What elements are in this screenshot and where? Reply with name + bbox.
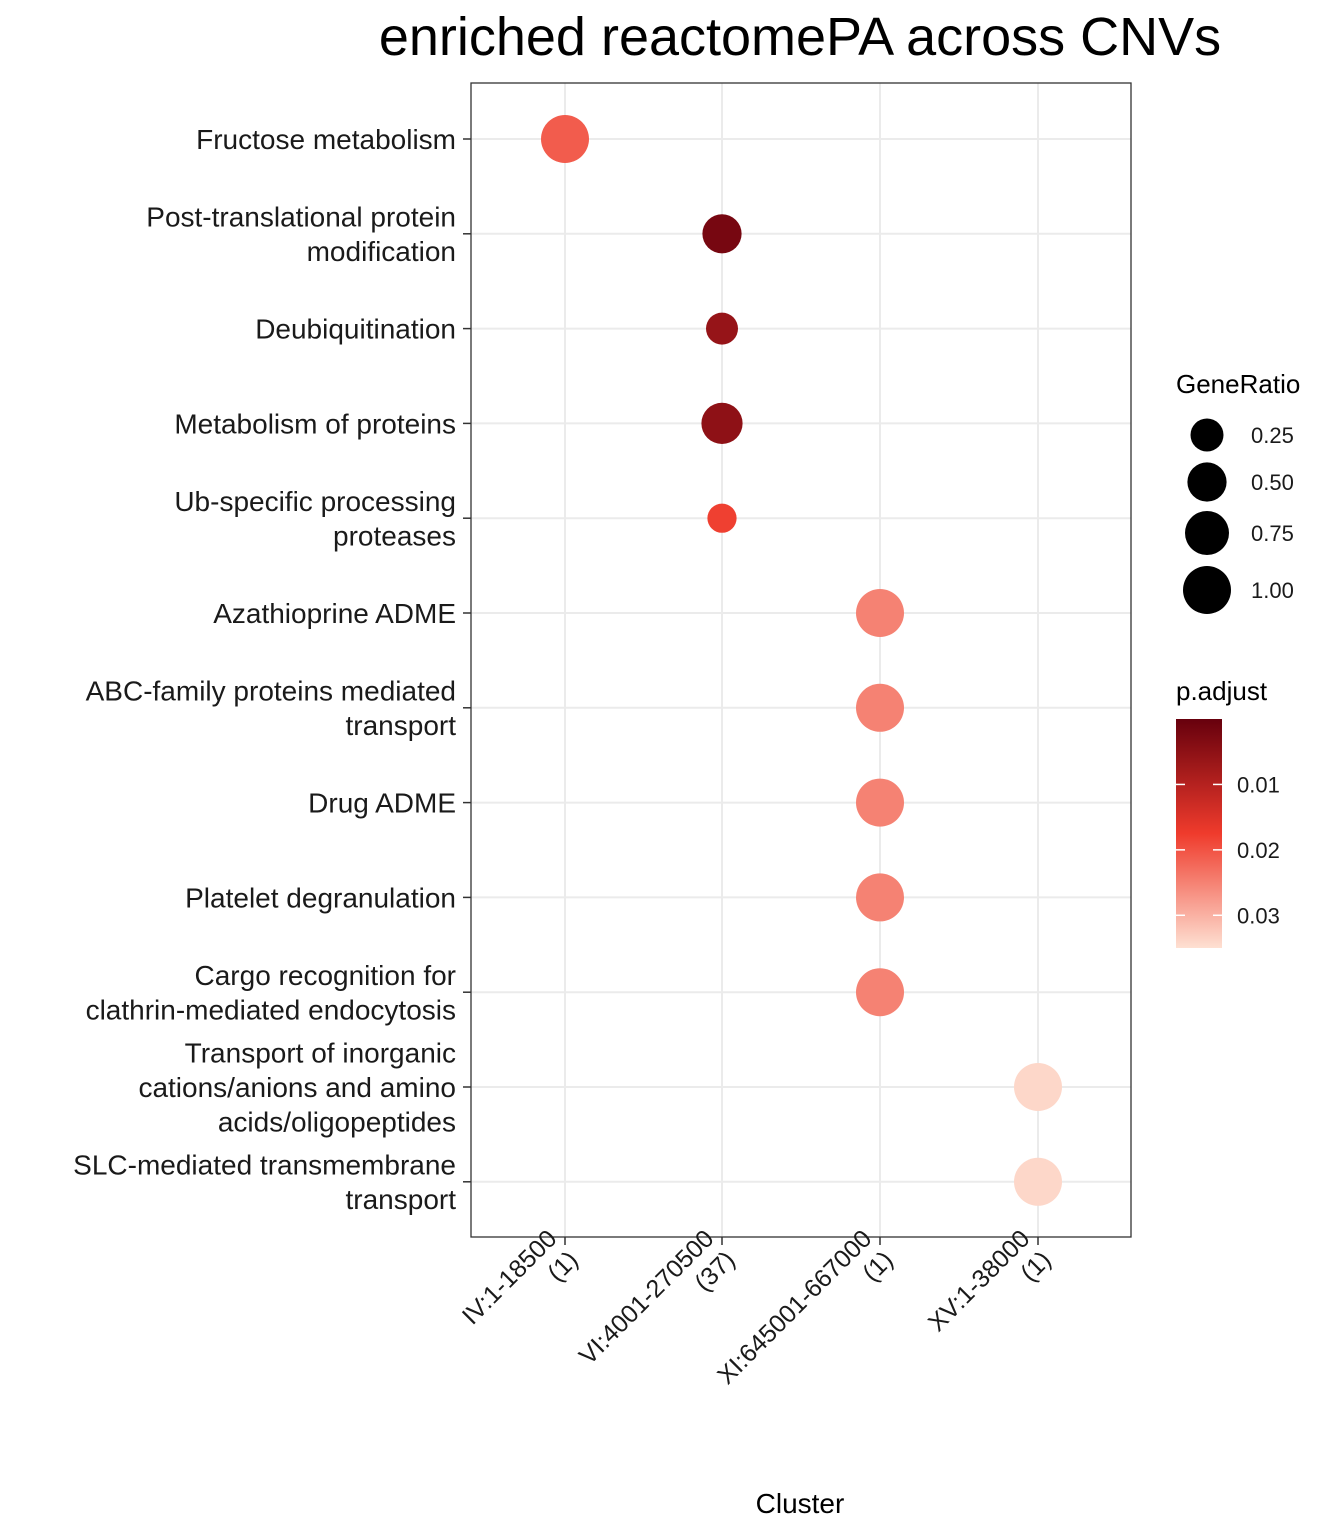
generatio-key-label: 0.50 bbox=[1251, 470, 1294, 495]
y-tick-label: Drug ADME bbox=[308, 788, 456, 819]
panel-border bbox=[470, 82, 1132, 1238]
y-axis: Fructose metabolism Post-translational pr… bbox=[73, 124, 471, 1215]
generatio-key-dot bbox=[1190, 418, 1224, 452]
generatio-key-label: 0.25 bbox=[1251, 423, 1294, 448]
y-tick-label: ABC-family proteins mediated bbox=[86, 676, 456, 707]
data-point bbox=[541, 115, 589, 163]
data-point bbox=[707, 503, 737, 533]
p-adjust-tick-label: 0.02 bbox=[1237, 838, 1280, 863]
y-tick-label: clathrin-mediated endocytosis bbox=[86, 994, 456, 1025]
data-point bbox=[1014, 1157, 1062, 1206]
x-axis-title: Cluster bbox=[756, 1488, 845, 1519]
data-point bbox=[856, 589, 904, 637]
data-point bbox=[701, 402, 743, 444]
y-tick-label: SLC-mediated transmembrane bbox=[73, 1150, 456, 1181]
x-tick-label: XI:645001-667000 bbox=[712, 1225, 877, 1390]
y-tick-label: transport bbox=[346, 1184, 457, 1215]
data-point bbox=[856, 873, 904, 922]
y-tick-label: modification bbox=[307, 236, 456, 267]
p-adjust-tick-label: 0.03 bbox=[1237, 903, 1280, 928]
data-point bbox=[856, 778, 904, 827]
data-point bbox=[856, 683, 904, 732]
y-tick-label: Platelet degranulation bbox=[185, 882, 456, 913]
p-adjust-legend: p.adjust 0.01 0.02 0.03 bbox=[1176, 676, 1280, 948]
generatio-key-label: 1.00 bbox=[1251, 578, 1294, 603]
data-point bbox=[1014, 1063, 1062, 1111]
p-adjust-tick-label: 0.01 bbox=[1237, 772, 1280, 797]
y-tick-label: Azathioprine ADME bbox=[213, 598, 456, 629]
y-tick-label: Cargo recognition for bbox=[195, 960, 456, 991]
x-tick-label-group: XI:645001-667000(1) bbox=[712, 1225, 898, 1390]
y-tick-label: Post-translational protein bbox=[146, 202, 456, 233]
y-tick-label: proteases bbox=[333, 521, 456, 552]
panel-background bbox=[471, 83, 1131, 1237]
data-point bbox=[856, 968, 904, 1017]
x-tick-label: VI:4001-270500 bbox=[574, 1225, 720, 1371]
y-tick-label: transport bbox=[346, 710, 457, 741]
p-adjust-legend-title: p.adjust bbox=[1176, 676, 1268, 706]
x-tick-label: IV:1-18500 bbox=[457, 1225, 563, 1331]
y-tick-label: Fructose metabolism bbox=[196, 124, 456, 155]
plot-panel bbox=[470, 82, 1132, 1238]
x-tick-label-group: XV:1-38000(1) bbox=[923, 1225, 1057, 1338]
x-axis: IV:1-18500(1)VI:4001-270500(37)XI:645001… bbox=[457, 1225, 1057, 1390]
x-tick-label: XV:1-38000 bbox=[923, 1225, 1036, 1338]
generatio-key-dot bbox=[1183, 566, 1231, 614]
p-adjust-color-bar bbox=[1176, 719, 1222, 948]
y-tick-label: Transport of inorganic bbox=[185, 1038, 456, 1069]
generatio-legend-title: GeneRatio bbox=[1176, 369, 1300, 399]
data-point bbox=[702, 214, 742, 254]
generatio-key-dot bbox=[1187, 462, 1227, 502]
y-tick-label: Deubiquitination bbox=[255, 314, 456, 345]
generatio-key-dot bbox=[1185, 511, 1229, 555]
y-tick-label: acids/oligopeptides bbox=[218, 1107, 456, 1138]
y-tick-label: cations/anions and amino bbox=[138, 1072, 456, 1103]
y-tick-label: Ub-specific processing bbox=[174, 486, 456, 517]
generatio-key-label: 0.75 bbox=[1251, 521, 1294, 546]
generatio-legend: GeneRatio 0.25 0.50 0.75 1.00 bbox=[1176, 369, 1300, 614]
data-point bbox=[706, 312, 738, 345]
y-tick-label: Metabolism of proteins bbox=[174, 408, 456, 439]
chart-title: enriched reactomePA across CNVs bbox=[379, 7, 1221, 67]
